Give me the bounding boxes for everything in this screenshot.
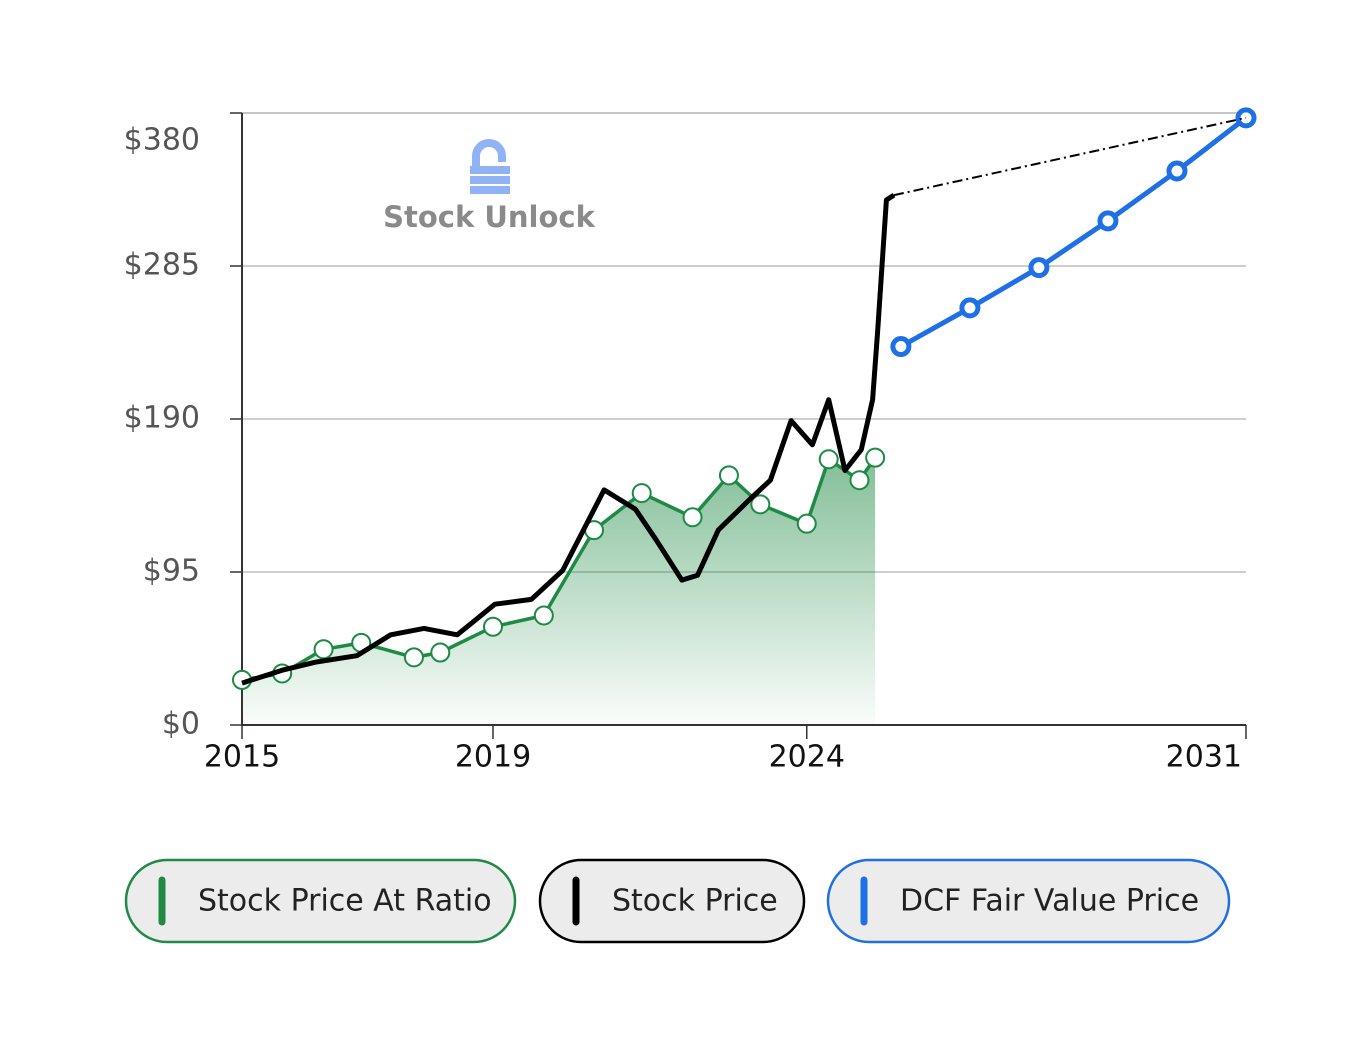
point bbox=[682, 507, 703, 528]
y-tick-label: $380 bbox=[124, 123, 200, 158]
point bbox=[1028, 257, 1050, 279]
legend-pill bbox=[826, 858, 1231, 944]
point bbox=[849, 470, 870, 491]
point bbox=[533, 605, 554, 626]
x-tick-label: 2024 bbox=[769, 740, 845, 775]
point bbox=[890, 336, 912, 358]
legend-item[interactable]: DCF Fair Value Price bbox=[826, 858, 1231, 944]
legend-label: DCF Fair Value Price bbox=[900, 884, 1199, 919]
series-line bbox=[899, 115, 1248, 349]
point bbox=[1097, 210, 1119, 232]
point bbox=[483, 616, 503, 637]
projection-line bbox=[893, 116, 1247, 197]
x-tick-label: 2019 bbox=[455, 740, 531, 775]
legend-item[interactable]: Stock Price bbox=[538, 858, 806, 944]
point bbox=[313, 639, 334, 660]
legend-label: Stock Price At Ratio bbox=[198, 884, 492, 919]
y-tick-label: $190 bbox=[124, 401, 200, 436]
point bbox=[1166, 160, 1188, 182]
legend-pill bbox=[124, 858, 517, 944]
x-tick-label: 2031 bbox=[1166, 740, 1242, 775]
point bbox=[796, 513, 817, 534]
point bbox=[818, 449, 839, 470]
series-line bbox=[241, 192, 896, 686]
y-tick-label: $95 bbox=[143, 554, 200, 589]
logo bbox=[470, 139, 510, 194]
point bbox=[959, 297, 981, 319]
y-tick-label: $285 bbox=[124, 248, 200, 283]
legend-pill bbox=[538, 858, 806, 944]
point bbox=[750, 494, 771, 515]
point bbox=[865, 447, 886, 468]
point bbox=[631, 483, 652, 504]
point bbox=[430, 642, 451, 663]
x-tick-label: 2015 bbox=[204, 740, 280, 775]
y-tick-label: $0 bbox=[162, 707, 200, 742]
point bbox=[403, 647, 424, 668]
point bbox=[718, 465, 739, 486]
legend-label: Stock Price bbox=[612, 884, 778, 919]
watermark: Stock Unlock bbox=[383, 200, 595, 234]
legend-item[interactable]: Stock Price At Ratio bbox=[124, 858, 517, 944]
